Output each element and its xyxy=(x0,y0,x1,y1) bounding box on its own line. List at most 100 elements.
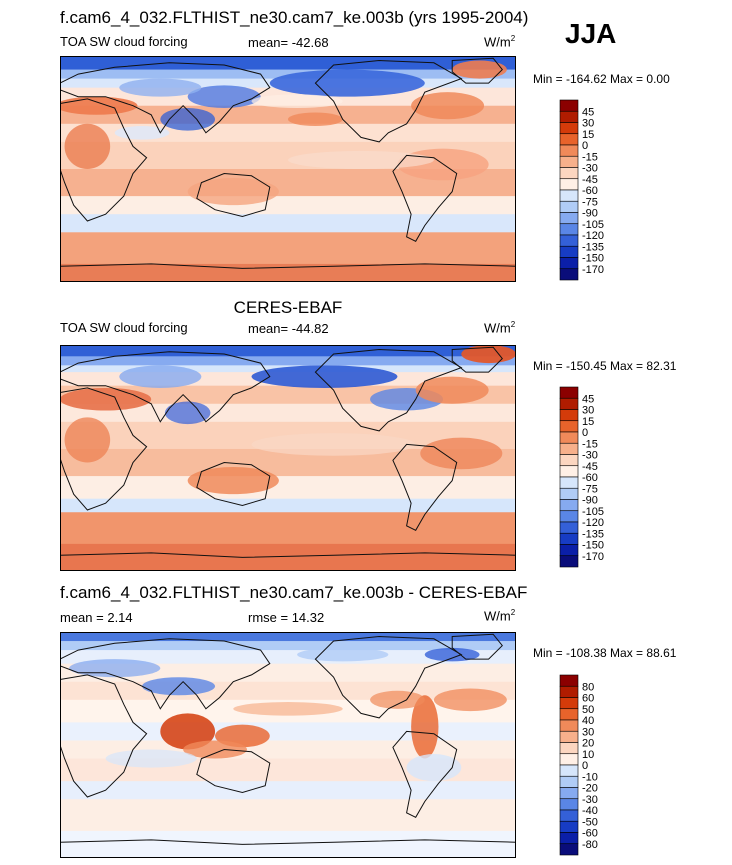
panel1-mean: mean= -42.68 xyxy=(248,35,329,50)
colorbar-swatch xyxy=(559,465,579,478)
field-blob xyxy=(114,126,170,140)
field-blob xyxy=(64,123,111,169)
coastline xyxy=(60,263,516,282)
colorbar-tick-label: 10 xyxy=(582,749,594,761)
field-blob xyxy=(233,702,343,716)
colorbar-tick-label: -15 xyxy=(582,151,598,163)
colorbar-swatch xyxy=(559,257,579,270)
field-band xyxy=(60,781,516,800)
colorbar-swatch xyxy=(559,268,579,281)
coastline xyxy=(196,461,271,507)
colorbar-swatch xyxy=(559,476,579,489)
colorbar-swatch xyxy=(559,431,579,444)
colorbar-swatch xyxy=(559,420,579,433)
coastline xyxy=(60,62,271,134)
colorbar-swatch xyxy=(559,787,579,800)
field-blob xyxy=(251,433,416,456)
colorbar-tick-label: 60 xyxy=(582,693,594,705)
colorbar-tick-label: -105 xyxy=(582,506,604,518)
field-blob xyxy=(411,92,485,120)
colorbar-tick-label: 0 xyxy=(582,140,588,152)
colorbar-tick-label: -50 xyxy=(582,816,598,828)
colorbar-tick-label: -75 xyxy=(582,196,598,208)
colorbar-swatch xyxy=(559,487,579,500)
field-band xyxy=(60,498,516,513)
panel2-minmax: Min = -150.45 Max = 82.31 xyxy=(533,359,677,373)
field-blob xyxy=(60,387,152,411)
colorbar-tick-label: 30 xyxy=(582,118,594,130)
colorbar-swatch xyxy=(559,708,579,721)
season-label: JJA xyxy=(565,18,617,49)
field-band xyxy=(60,345,516,357)
colorbar-tick-label: -120 xyxy=(582,517,604,529)
panel3-minmax: Min = -108.38 Max = 88.61 xyxy=(533,646,677,660)
field-blob xyxy=(370,690,425,709)
colorbar-swatch xyxy=(559,409,579,422)
field-blob xyxy=(288,112,343,127)
colorbar-swatch xyxy=(559,397,579,410)
field-band xyxy=(60,830,516,858)
panel2-title: CERES-EBAF xyxy=(233,298,343,317)
coastline xyxy=(392,443,458,531)
panel2-mean: mean= -44.82 xyxy=(248,321,329,336)
field-band xyxy=(60,512,516,545)
field-blob xyxy=(420,437,503,470)
field-band xyxy=(60,214,516,233)
colorbar-tick-label: 45 xyxy=(582,393,594,405)
coastline xyxy=(392,154,458,242)
colorbar-swatch xyxy=(559,133,579,146)
field-band xyxy=(60,641,516,651)
colorbar-swatch xyxy=(559,178,579,191)
panel1-minmax: Min = -164.62 Max = 0.00 xyxy=(533,72,670,86)
coastline xyxy=(314,348,463,432)
field-band xyxy=(60,69,516,80)
colorbar-tick-label: 0 xyxy=(582,760,588,772)
colorbar-tick-label: -40 xyxy=(582,805,598,817)
panel3-units: W/m2 xyxy=(484,608,516,624)
panel2-colorbar: 4530150-15-30-45-60-75-90-105-120-135-15… xyxy=(559,386,604,568)
coastline xyxy=(392,730,458,818)
colorbar-tick-label: -60 xyxy=(582,472,598,484)
panel3-map xyxy=(60,632,516,858)
field-blob xyxy=(288,150,434,169)
colorbar-tick-label: 80 xyxy=(582,681,594,693)
colorbar-tick-label: 50 xyxy=(582,704,594,716)
field-blob xyxy=(452,60,507,79)
colorbar-swatch xyxy=(559,245,579,258)
colorbar-swatch xyxy=(559,730,579,743)
coastline xyxy=(60,387,148,511)
colorbar-swatch xyxy=(559,798,579,811)
field-blob xyxy=(269,69,425,97)
colorbar-tick-label: -75 xyxy=(582,483,598,495)
coastline xyxy=(60,839,516,858)
map-frame xyxy=(60,632,516,858)
colorbar-swatch xyxy=(559,212,579,225)
colorbar-swatch xyxy=(559,753,579,766)
colorbar-tick-label: -60 xyxy=(582,828,598,840)
panel1-variable: TOA SW cloud forcing xyxy=(60,34,188,49)
colorbar-tick-label: 45 xyxy=(582,106,594,118)
colorbar-swatch xyxy=(559,144,579,157)
coastline xyxy=(60,351,271,423)
field-blob xyxy=(119,78,202,97)
field-band xyxy=(60,722,516,741)
colorbar-swatch xyxy=(559,200,579,213)
colorbar-tick-label: 20 xyxy=(582,738,594,750)
colorbar-tick-label: -10 xyxy=(582,771,598,783)
panel2-map xyxy=(60,345,516,571)
colorbar-swatch xyxy=(559,674,579,687)
colorbar-tick-label: 0 xyxy=(582,427,588,439)
field-band xyxy=(60,356,516,366)
field-blob xyxy=(160,107,216,131)
field-blob xyxy=(406,754,462,782)
field-band xyxy=(60,632,516,642)
field-blob xyxy=(64,417,111,463)
panel3-rmse: rmse = 14.32 xyxy=(248,610,325,625)
colorbar-swatch xyxy=(559,110,579,123)
field-band xyxy=(60,232,516,265)
coastline xyxy=(196,748,271,794)
coastline xyxy=(60,552,516,571)
panel2-variable: TOA SW cloud forcing xyxy=(60,320,188,335)
field-blob xyxy=(60,96,138,115)
